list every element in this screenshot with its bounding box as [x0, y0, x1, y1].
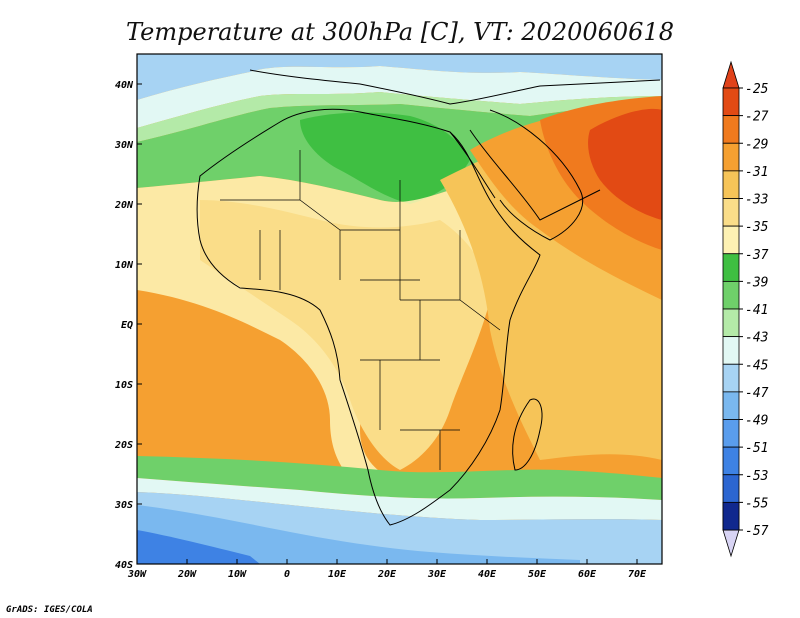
- y-tick-label: 10S: [115, 380, 133, 391]
- colorbar-swatch: [722, 170, 740, 199]
- x-tick-label: 40E: [478, 569, 497, 580]
- colorbar-label: -43: [745, 331, 768, 346]
- x-tick-label: 30E: [427, 569, 447, 580]
- map-title: Temperature at 300hPa [C], VT: 202006061…: [126, 18, 674, 46]
- x-tick-label: 20W: [177, 569, 197, 580]
- x-tick-label: 50E: [528, 569, 547, 580]
- colorbar-label: -27: [745, 110, 769, 125]
- colorbar-label: -33: [745, 193, 768, 208]
- colorbar-top-cap: [722, 60, 740, 89]
- colorbar-bottom-cap: [722, 529, 740, 558]
- axis-ticks: 30W 20W 10W 0 10E 20E 30E 40E 50E 60E 70E 40N 30N 20N…: [114, 80, 647, 580]
- colorbar-label: -53: [745, 469, 768, 484]
- y-tick-label: 40N: [115, 80, 134, 91]
- y-tick-label: 10N: [115, 260, 134, 271]
- y-tick-label: EQ: [121, 320, 133, 331]
- credit-text: GrADS: IGES/COLA: [6, 605, 93, 615]
- field-africa-yellow: [200, 200, 490, 470]
- field-south-blue-deep: [137, 530, 260, 564]
- colorbar-label: -31: [745, 165, 768, 180]
- field-asia-red: [588, 108, 662, 220]
- field-south-blue-mid: [137, 505, 580, 564]
- y-tick-label: 20N: [114, 200, 134, 211]
- x-tick-label: 60E: [578, 569, 597, 580]
- colorbar-label: -41: [745, 303, 768, 318]
- field-north-lightblue: [137, 66, 662, 128]
- y-tick-label: 30N: [114, 140, 134, 151]
- colorbar-swatch: [722, 474, 740, 503]
- colorbar-label: -45: [745, 358, 769, 373]
- colorbar-label: -39: [745, 275, 768, 290]
- madagascar-outline: [512, 398, 543, 471]
- mediterranean-coast: [249, 69, 661, 105]
- colorbar-swatch: [722, 115, 740, 144]
- colorbar-label: -57: [745, 524, 769, 539]
- country-borders: [220, 150, 501, 470]
- colorbar-label: -25: [745, 82, 769, 97]
- arabia-outline: [489, 109, 584, 241]
- coastlines-and-borders: [196, 69, 661, 526]
- field-north-green-light: [137, 92, 662, 142]
- x-tick-label: 10E: [328, 569, 347, 580]
- colorbar-label: -47: [745, 386, 769, 401]
- colorbar-label: -29: [745, 137, 768, 152]
- y-tick-label: 20S: [114, 440, 133, 451]
- colorbar-label: -51: [745, 441, 768, 456]
- colorbar-swatch: [722, 391, 740, 420]
- field-south-lightblue: [137, 478, 662, 520]
- colorbar-label: -55: [745, 496, 769, 511]
- colorbar-swatch: [722, 142, 740, 172]
- colorbar-swatch: [722, 419, 740, 448]
- colorbar-label: -49: [745, 414, 768, 429]
- map-frame: [136, 53, 663, 565]
- colorbar-swatch: [722, 198, 740, 227]
- colorbar-swatch: [722, 253, 740, 282]
- colorbar-label: -37: [745, 248, 769, 263]
- colorbar-label: -35: [745, 220, 769, 235]
- temperature-field: [137, 54, 662, 564]
- y-tick-label: 40S: [115, 560, 133, 571]
- colorbar-swatch: [722, 363, 740, 393]
- x-tick-label: 70E: [628, 569, 647, 580]
- colorbar: -25 -27 -29 -31 -33 -35 -37 -39 -41 -43 -45 -47 -49 -…: [722, 60, 769, 558]
- colorbar-swatch: [722, 446, 740, 476]
- y-tick-label: 30S: [114, 500, 133, 511]
- colorbar-swatch: [722, 308, 740, 338]
- field-north-blue: [137, 54, 662, 100]
- x-tick-label: 0: [284, 569, 290, 580]
- colorbar-swatch: [722, 225, 740, 255]
- x-tick-label: 10W: [228, 569, 247, 580]
- field-south-green: [137, 456, 662, 500]
- colorbar-swatch-last: [722, 501, 740, 531]
- x-tick-label: 30W: [127, 569, 147, 580]
- red-sea-coast: [449, 129, 601, 221]
- field-north-green-dark: [300, 112, 470, 204]
- africa-coastline: [196, 108, 541, 526]
- colorbar-swatch: [722, 336, 740, 365]
- colorbar-swatch: [722, 280, 740, 310]
- x-tick-label: 20E: [377, 569, 397, 580]
- colorbar-swatch: [722, 87, 740, 117]
